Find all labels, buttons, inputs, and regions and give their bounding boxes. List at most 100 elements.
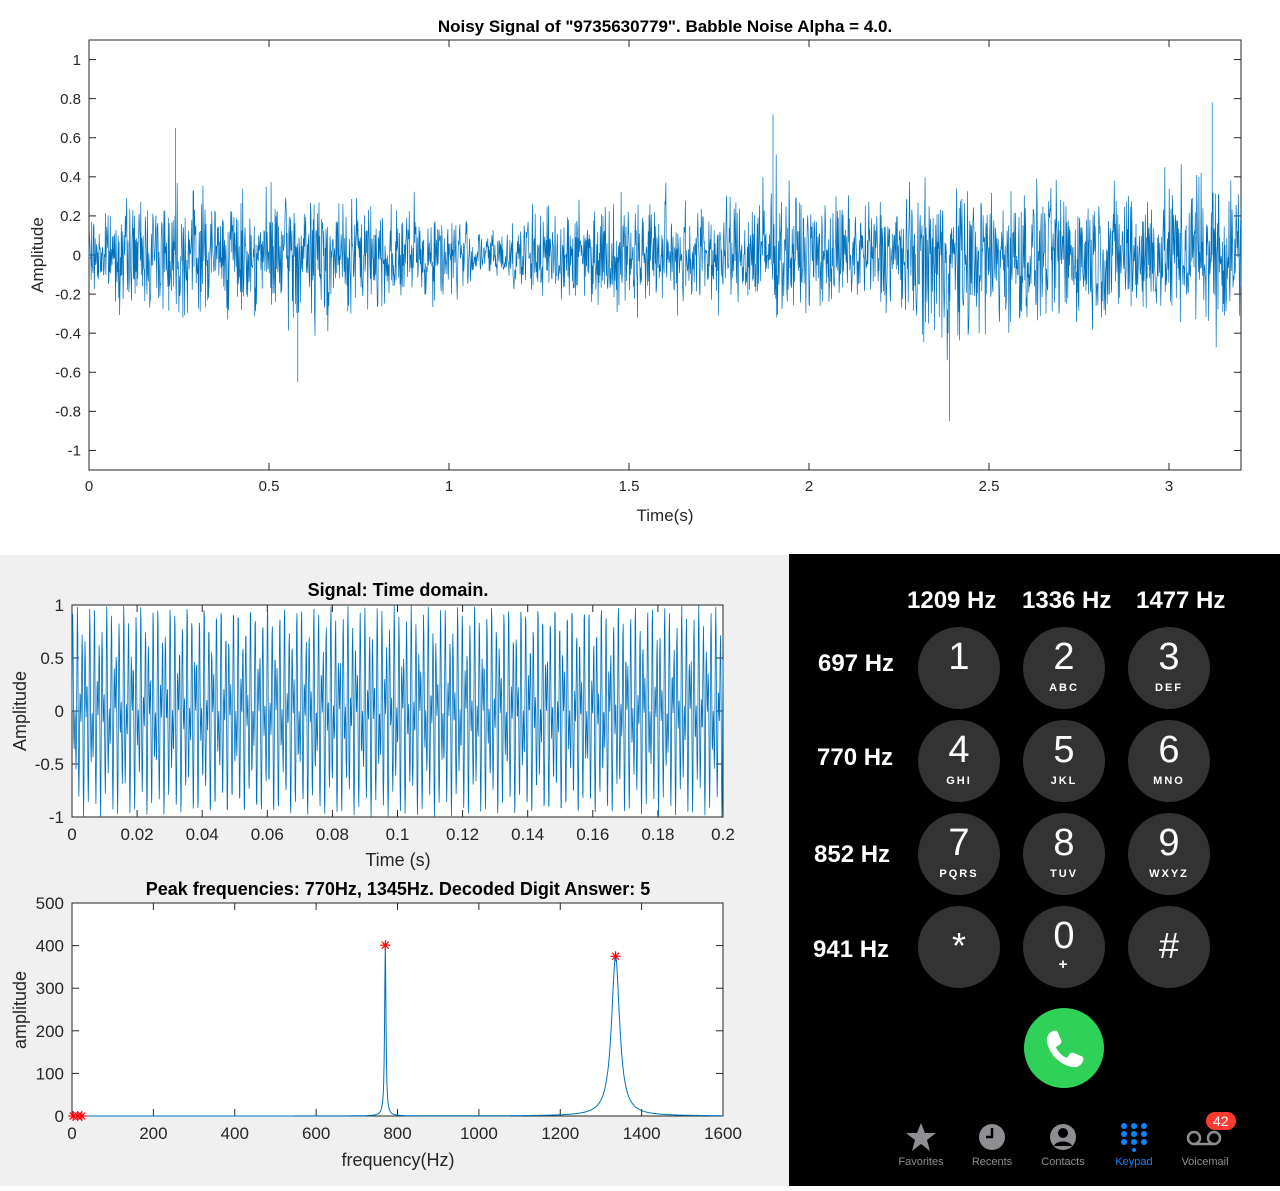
y-tick-label: -0.5 — [35, 755, 64, 774]
key-digit: 3 — [1158, 636, 1180, 678]
key-0[interactable]: 0 + — [1023, 906, 1105, 988]
key-digit: 9 — [1158, 822, 1180, 864]
star-icon — [906, 1123, 936, 1151]
spectrum-series — [72, 945, 723, 1117]
peak-marker — [380, 940, 391, 951]
key-digit: * — [951, 925, 966, 966]
y-tick-label: -1 — [49, 808, 64, 827]
time-chart-title: Signal: Time domain. — [308, 580, 489, 600]
key-hash[interactable]: # — [1128, 906, 1210, 988]
x-tick-label: 0.14 — [511, 825, 544, 844]
key-1[interactable]: 1 — [918, 627, 1000, 709]
key-digit: 6 — [1158, 729, 1180, 771]
key-3[interactable]: 3 DEF — [1128, 627, 1210, 709]
clock-icon — [979, 1124, 1005, 1150]
time-y-axis-label: Amplitude — [10, 671, 30, 751]
contact-icon — [1050, 1124, 1076, 1150]
key-letters: TUV — [1050, 868, 1078, 880]
y-tick-label: -0.2 — [55, 286, 81, 303]
voicemail-icon — [1186, 1130, 1222, 1146]
y-tick-label: 0.2 — [60, 208, 81, 225]
row-freq-697: 697 Hz — [818, 650, 895, 677]
noisy-signal-series — [88, 102, 1242, 422]
y-tick-label: 0.4 — [60, 169, 81, 186]
x-tick-label: 3 — [1165, 478, 1173, 495]
key-digit: # — [1158, 925, 1180, 966]
phone-icon — [1046, 1030, 1084, 1068]
y-tick-label: 400 — [36, 937, 64, 956]
y-tick-label: 500 — [36, 894, 64, 913]
key-5[interactable]: 5 JKL — [1023, 720, 1105, 802]
freq-chart-title: Peak frequencies: 770Hz, 1345Hz. Decoded… — [146, 879, 651, 899]
key-letters: DEF — [1155, 682, 1183, 694]
key-4[interactable]: 4 GHI — [918, 720, 1000, 802]
y-tick-label: 0 — [55, 1107, 64, 1126]
key-digit: 5 — [1053, 729, 1075, 771]
x-axis-label: Time(s) — [637, 506, 694, 525]
x-tick-label: 1000 — [460, 1124, 498, 1143]
key-digit: 1 — [948, 636, 970, 678]
voicemail-badge: 42 — [1206, 1112, 1236, 1130]
key-2[interactable]: 2 ABC — [1023, 627, 1105, 709]
y-tick-label: 0.6 — [60, 130, 81, 147]
freq-y-axis-label: amplitude — [10, 971, 30, 1049]
noisy-signal-chart: 0 0.5 1 1.5 2 2.5 3 -1 -0.8 -0.6 -0.4 -0.2 0 0.2 0.4 0.… — [28, 17, 1242, 525]
x-tick-label: 0.1 — [386, 825, 410, 844]
x-tick-label: 400 — [221, 1124, 249, 1143]
x-tick-label: 0.02 — [121, 825, 154, 844]
tab-label: Favorites — [898, 1156, 944, 1168]
y-tick-label: 200 — [36, 1022, 64, 1041]
y-tick-label: 0.8 — [60, 91, 81, 108]
call-button[interactable] — [1024, 1008, 1104, 1088]
y-tick-label: -0.4 — [55, 325, 81, 342]
x-tick-label: 1600 — [704, 1124, 742, 1143]
key-digit: 7 — [948, 822, 970, 864]
key-letters: GHI — [946, 775, 972, 787]
key-letters: JKL — [1050, 775, 1078, 787]
noisy-signal-panel: 0 0.5 1 1.5 2 2.5 3 -1 -0.8 -0.6 -0.4 -0.2 0 0.2 0.4 0.… — [0, 0, 1280, 552]
key-8[interactable]: 8 TUV — [1023, 813, 1105, 895]
y-tick-label: 300 — [36, 979, 64, 998]
x-tick-label: 2.5 — [979, 478, 1000, 495]
y-tick-label: 1 — [73, 52, 81, 69]
y-tick-label: -0.8 — [55, 404, 81, 421]
decoder-panel: 0 0.02 0.04 0.06 0.08 0.1 0.12 0.14 0.16 0.18 0.2 -… — [0, 555, 789, 1186]
key-letters: ABC — [1049, 682, 1079, 694]
row-freq-941: 941 Hz — [813, 936, 890, 963]
x-tick-label: 1.5 — [619, 478, 640, 495]
tab-label: Voicemail — [1181, 1156, 1229, 1168]
key-digit: 2 — [1053, 636, 1075, 678]
y-tick-label: 1 — [55, 596, 64, 615]
y-tick-label: 0.5 — [40, 649, 64, 668]
x-tick-label: 1 — [445, 478, 453, 495]
tab-label: Contacts — [1041, 1156, 1085, 1168]
col-freq-1336: 1336 Hz — [1022, 587, 1112, 614]
x-tick-label: 0 — [85, 478, 93, 495]
decoder-charts: 0 0.02 0.04 0.06 0.08 0.1 0.12 0.14 0.16 0.18 0.2 -… — [10, 580, 742, 1170]
key-digit: 4 — [948, 729, 970, 771]
x-tick-label: 0.12 — [446, 825, 479, 844]
tab-label: Recents — [971, 1156, 1013, 1168]
tab-label: Keypad — [1115, 1156, 1153, 1168]
key-star[interactable]: * — [918, 906, 1000, 988]
x-tick-label: 0 — [67, 1124, 76, 1143]
x-tick-label: 200 — [139, 1124, 167, 1143]
chart-title: Noisy Signal of "9735630779". Babble Noi… — [438, 17, 892, 36]
x-tick-label: 1200 — [541, 1124, 579, 1143]
x-tick-label: 0 — [67, 825, 76, 844]
peak-marker — [610, 951, 621, 962]
y-tick-label: -0.6 — [55, 365, 81, 382]
x-tick-label: 0.08 — [316, 825, 349, 844]
x-tick-label: 0.2 — [711, 825, 735, 844]
peak-marker — [76, 1111, 87, 1121]
y-tick-label: -1 — [68, 443, 81, 460]
col-freq-1477: 1477 Hz — [1136, 587, 1226, 614]
x-tick-label: 2 — [805, 478, 813, 495]
key-6[interactable]: 6 MNO — [1128, 720, 1210, 802]
key-9[interactable]: 9 WXYZ — [1128, 813, 1210, 895]
x-tick-label: 0.06 — [251, 825, 284, 844]
x-tick-label: 0.5 — [259, 478, 280, 495]
col-freq-1209: 1209 Hz — [907, 587, 997, 614]
key-letters: MNO — [1153, 775, 1185, 787]
key-7[interactable]: 7 PQRS — [918, 813, 1000, 895]
